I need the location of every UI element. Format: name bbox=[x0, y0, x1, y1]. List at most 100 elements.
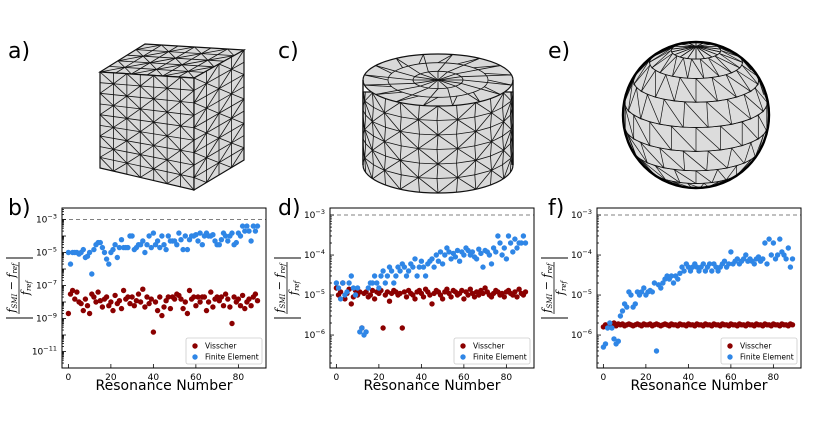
chart-d-ytick-label: 10−6 bbox=[304, 328, 325, 341]
chart-b-visscher-point bbox=[208, 289, 214, 295]
chart-b-finite-element-point bbox=[154, 238, 161, 244]
chart-f-finite-element-point bbox=[607, 320, 613, 326]
chart-d-finite-element-point bbox=[378, 273, 384, 279]
chart-d-finite-element-point bbox=[503, 256, 510, 262]
chart-d-finite-element-point bbox=[405, 268, 412, 274]
chart-d-visscher-point bbox=[465, 292, 471, 298]
panel-label-b: b) bbox=[8, 196, 31, 221]
chart-b-visscher-point bbox=[227, 304, 233, 310]
chart-f-visscher-point bbox=[789, 322, 796, 328]
chart-b-finite-element-point bbox=[103, 256, 110, 262]
chart-d-visscher-point bbox=[471, 294, 478, 300]
chart-b-visscher-point bbox=[116, 298, 123, 304]
chart-d-finite-element-point bbox=[384, 273, 391, 279]
chart-b-finite-element-point bbox=[182, 233, 188, 239]
chart-d-finite-element-point bbox=[454, 247, 461, 254]
chart-b-visscher-point bbox=[222, 291, 229, 297]
chart-f-finite-element-point bbox=[770, 240, 777, 246]
chart-d-finite-element-point bbox=[469, 249, 476, 255]
chart-d-finite-element-point bbox=[391, 280, 397, 286]
chart-b-finite-element-point bbox=[210, 232, 216, 238]
chart-b-finite-element-point bbox=[101, 249, 108, 256]
chart-b-legend-fe-marker bbox=[192, 354, 198, 360]
chart-d-finite-element-point bbox=[478, 250, 484, 257]
chart-d-visscher-point bbox=[369, 287, 376, 294]
chart-f-finite-element-point bbox=[721, 258, 728, 264]
chart-b-finite-element-point bbox=[161, 242, 167, 248]
chart-b-finite-element-point bbox=[80, 246, 87, 253]
chart-d-finite-element-point bbox=[429, 256, 435, 262]
chart-b-finite-element-point bbox=[197, 230, 203, 236]
chart-f-finite-element-point bbox=[617, 313, 624, 319]
chart-d-finite-element-point bbox=[346, 280, 352, 286]
chart-f-legend-visscher-marker bbox=[727, 343, 733, 349]
chart-d-finite-element-point bbox=[418, 258, 425, 264]
chart-b-visscher-point bbox=[186, 287, 193, 294]
chart-d-finite-element-point bbox=[495, 233, 501, 239]
chart-d-xtick-label: 40 bbox=[416, 373, 428, 383]
chart-b-ytick-label: 10−7 bbox=[36, 279, 57, 292]
chart-b-visscher-point bbox=[218, 294, 225, 300]
chart-b-finite-element-point bbox=[180, 246, 186, 253]
chart-f-legend-box bbox=[720, 337, 798, 365]
chart-d-visscher-point bbox=[420, 294, 427, 300]
ylabel-denominator: fref bbox=[287, 280, 301, 297]
chart-d-finite-element-point bbox=[437, 249, 444, 255]
chart-f-finite-element-point bbox=[611, 336, 617, 342]
chart-d-finite-element-point bbox=[520, 233, 527, 239]
chart-f-finite-element-point bbox=[762, 240, 768, 246]
chart-b-finite-element-point bbox=[67, 261, 74, 267]
chart-b-visscher-point bbox=[103, 294, 110, 300]
chart-b-finite-element-point bbox=[246, 228, 252, 234]
chart-f-finite-element-point bbox=[677, 270, 683, 276]
chart-b-finite-element-point bbox=[163, 246, 169, 253]
chart-f-xlabel: Resonance Number bbox=[631, 378, 768, 394]
chart-b-visscher-point bbox=[205, 299, 212, 305]
chart-d-finite-element-point bbox=[335, 285, 342, 291]
chart-d-visscher-point bbox=[516, 286, 522, 292]
chart-f-finite-element-point bbox=[777, 236, 783, 242]
chart-d-visscher-point bbox=[399, 325, 405, 331]
chart-d-finite-element-point bbox=[410, 264, 416, 270]
chart-f-ytick-label: 10−3 bbox=[571, 208, 592, 221]
chart-b-visscher-point bbox=[144, 294, 150, 300]
chart-b-visscher-point bbox=[178, 296, 184, 302]
panel-label-f: f) bbox=[548, 196, 564, 221]
chart-b-finite-element-point bbox=[110, 246, 116, 253]
chart-d-visscher-point bbox=[412, 296, 418, 302]
ylabel-denominator: fref bbox=[19, 280, 33, 297]
chart-f-frame bbox=[596, 207, 802, 369]
chart-d-visscher-point bbox=[522, 289, 529, 295]
chart-b-visscher-point bbox=[125, 294, 131, 300]
chart-b-visscher-point bbox=[91, 294, 97, 300]
chart-b-finite-element-point bbox=[86, 249, 93, 256]
chart-b-finite-element-point bbox=[125, 244, 131, 251]
chart-b-visscher-point bbox=[152, 299, 159, 305]
chart-b-visscher-point bbox=[161, 304, 167, 310]
chart-f-finite-element-point bbox=[675, 276, 681, 282]
chart-b-visscher-point bbox=[74, 289, 80, 295]
chart-b-visscher-point bbox=[150, 329, 157, 335]
chart-d-legend-visscher-marker bbox=[460, 343, 466, 349]
chart-d-visscher-point bbox=[384, 289, 391, 295]
chart-d-visscher-point bbox=[427, 292, 433, 298]
chart-d-finite-element-point bbox=[499, 252, 505, 258]
chart-b-visscher-point bbox=[78, 300, 84, 307]
chart-b: 10−11 10−9 10−7 10−5 10−3 0 20 40 60 80 fSMI − f… bbox=[5, 207, 267, 394]
chart-f-finite-element-point bbox=[783, 256, 789, 262]
chart-b-visscher-point bbox=[159, 312, 165, 319]
chart-b-legend-visscher-marker bbox=[192, 343, 198, 349]
chart-d-finite-element-point bbox=[414, 273, 420, 279]
chart-d-visscher-point bbox=[371, 296, 378, 302]
chart-b-visscher-point bbox=[129, 294, 135, 300]
chart-d-xtick-label: 20 bbox=[373, 373, 385, 383]
chart-b-visscher-point bbox=[225, 296, 231, 302]
chart-b-visscher-point bbox=[82, 296, 89, 302]
chart-f-finite-element-point bbox=[681, 268, 687, 274]
chart-b-finite-element-point bbox=[218, 237, 225, 243]
chart-d-finite-element-point bbox=[403, 273, 410, 279]
chart-f-finite-element-point bbox=[751, 261, 757, 267]
chart-b-xtick-label: 60 bbox=[190, 373, 202, 383]
chart-f-xtick-label: 0 bbox=[601, 373, 607, 383]
